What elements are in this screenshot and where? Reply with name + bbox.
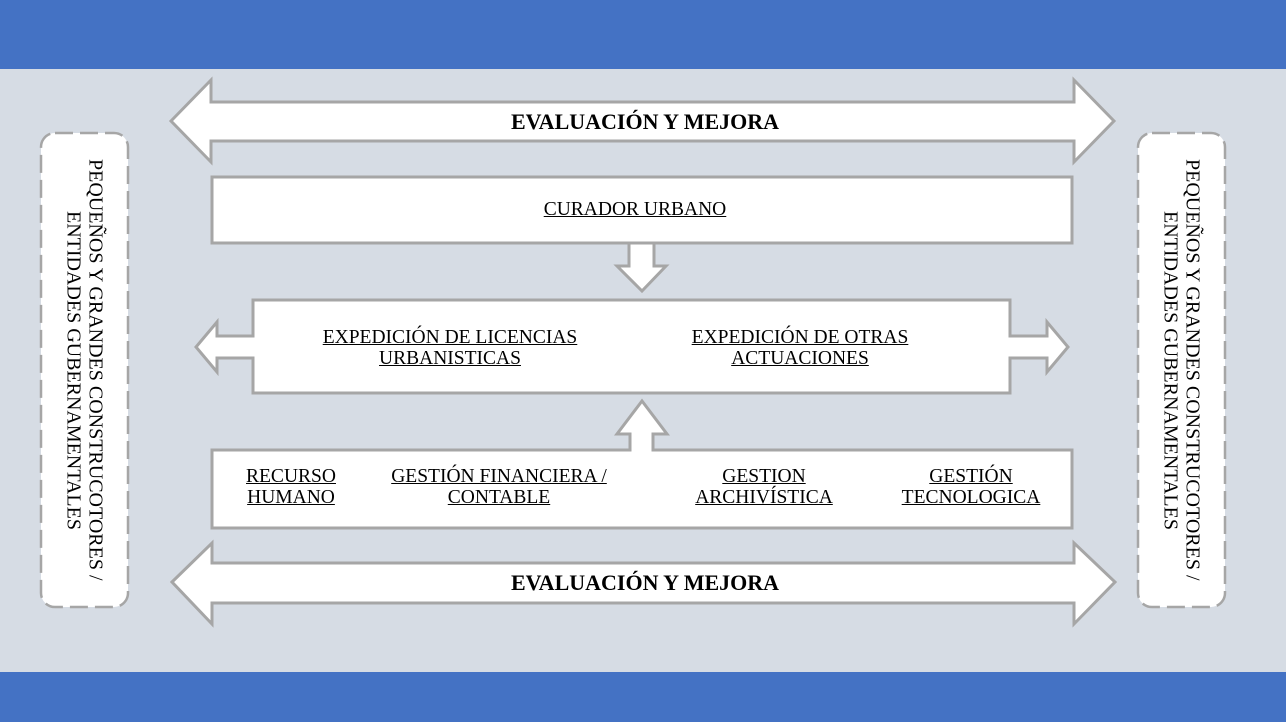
gestion-tecnologica-label: GESTIÓN TECNOLOGICA: [901, 465, 1041, 508]
right-stakeholder-text: PEQUEÑOS Y GRANDES CONSTRUCOTORES / ENTI…: [1159, 159, 1204, 581]
right-stakeholder-box: [1136, 131, 1227, 609]
right-stakeholder-label: PEQUEÑOS Y GRANDES CONSTRUCOTORES / ENTI…: [1141, 140, 1222, 600]
top-arrow-label: EVALUACIÓN Y MEJORA: [510, 109, 780, 135]
top-double-arrow: [168, 76, 1117, 166]
curador-box: [210, 175, 1074, 245]
left-stakeholder-label: PEQUEÑOS Y GRANDES CONSTRUCOTORES / ENTI…: [44, 140, 125, 600]
recurso-humano-label: RECURSO HUMANO: [246, 465, 336, 508]
gestion-archivistica-label: GESTION ARCHIVÍSTICA: [695, 465, 833, 508]
otras-actuaciones-label: EXPEDICIÓN DE OTRAS ACTUACIONES: [691, 326, 909, 369]
top-band: [0, 0, 1286, 69]
support-box: [210, 398, 1074, 530]
bottom-band: [0, 672, 1286, 722]
bottom-double-arrow: [169, 539, 1118, 628]
process-box: [194, 298, 1070, 395]
left-stakeholder-text: PEQUEÑOS Y GRANDES CONSTRUCOTORES / ENTI…: [62, 159, 107, 581]
left-stakeholder-box: [39, 131, 130, 609]
licencias-label: EXPEDICIÓN DE LICENCIAS URBANISTICAS: [322, 326, 578, 369]
down-arrow: [613, 241, 670, 294]
curador-label: CURADOR URBANO: [543, 199, 727, 221]
gestion-financiera-label: GESTIÓN FINANCIERA / CONTABLE: [391, 465, 607, 508]
bottom-arrow-label: EVALUACIÓN Y MEJORA: [510, 570, 780, 596]
